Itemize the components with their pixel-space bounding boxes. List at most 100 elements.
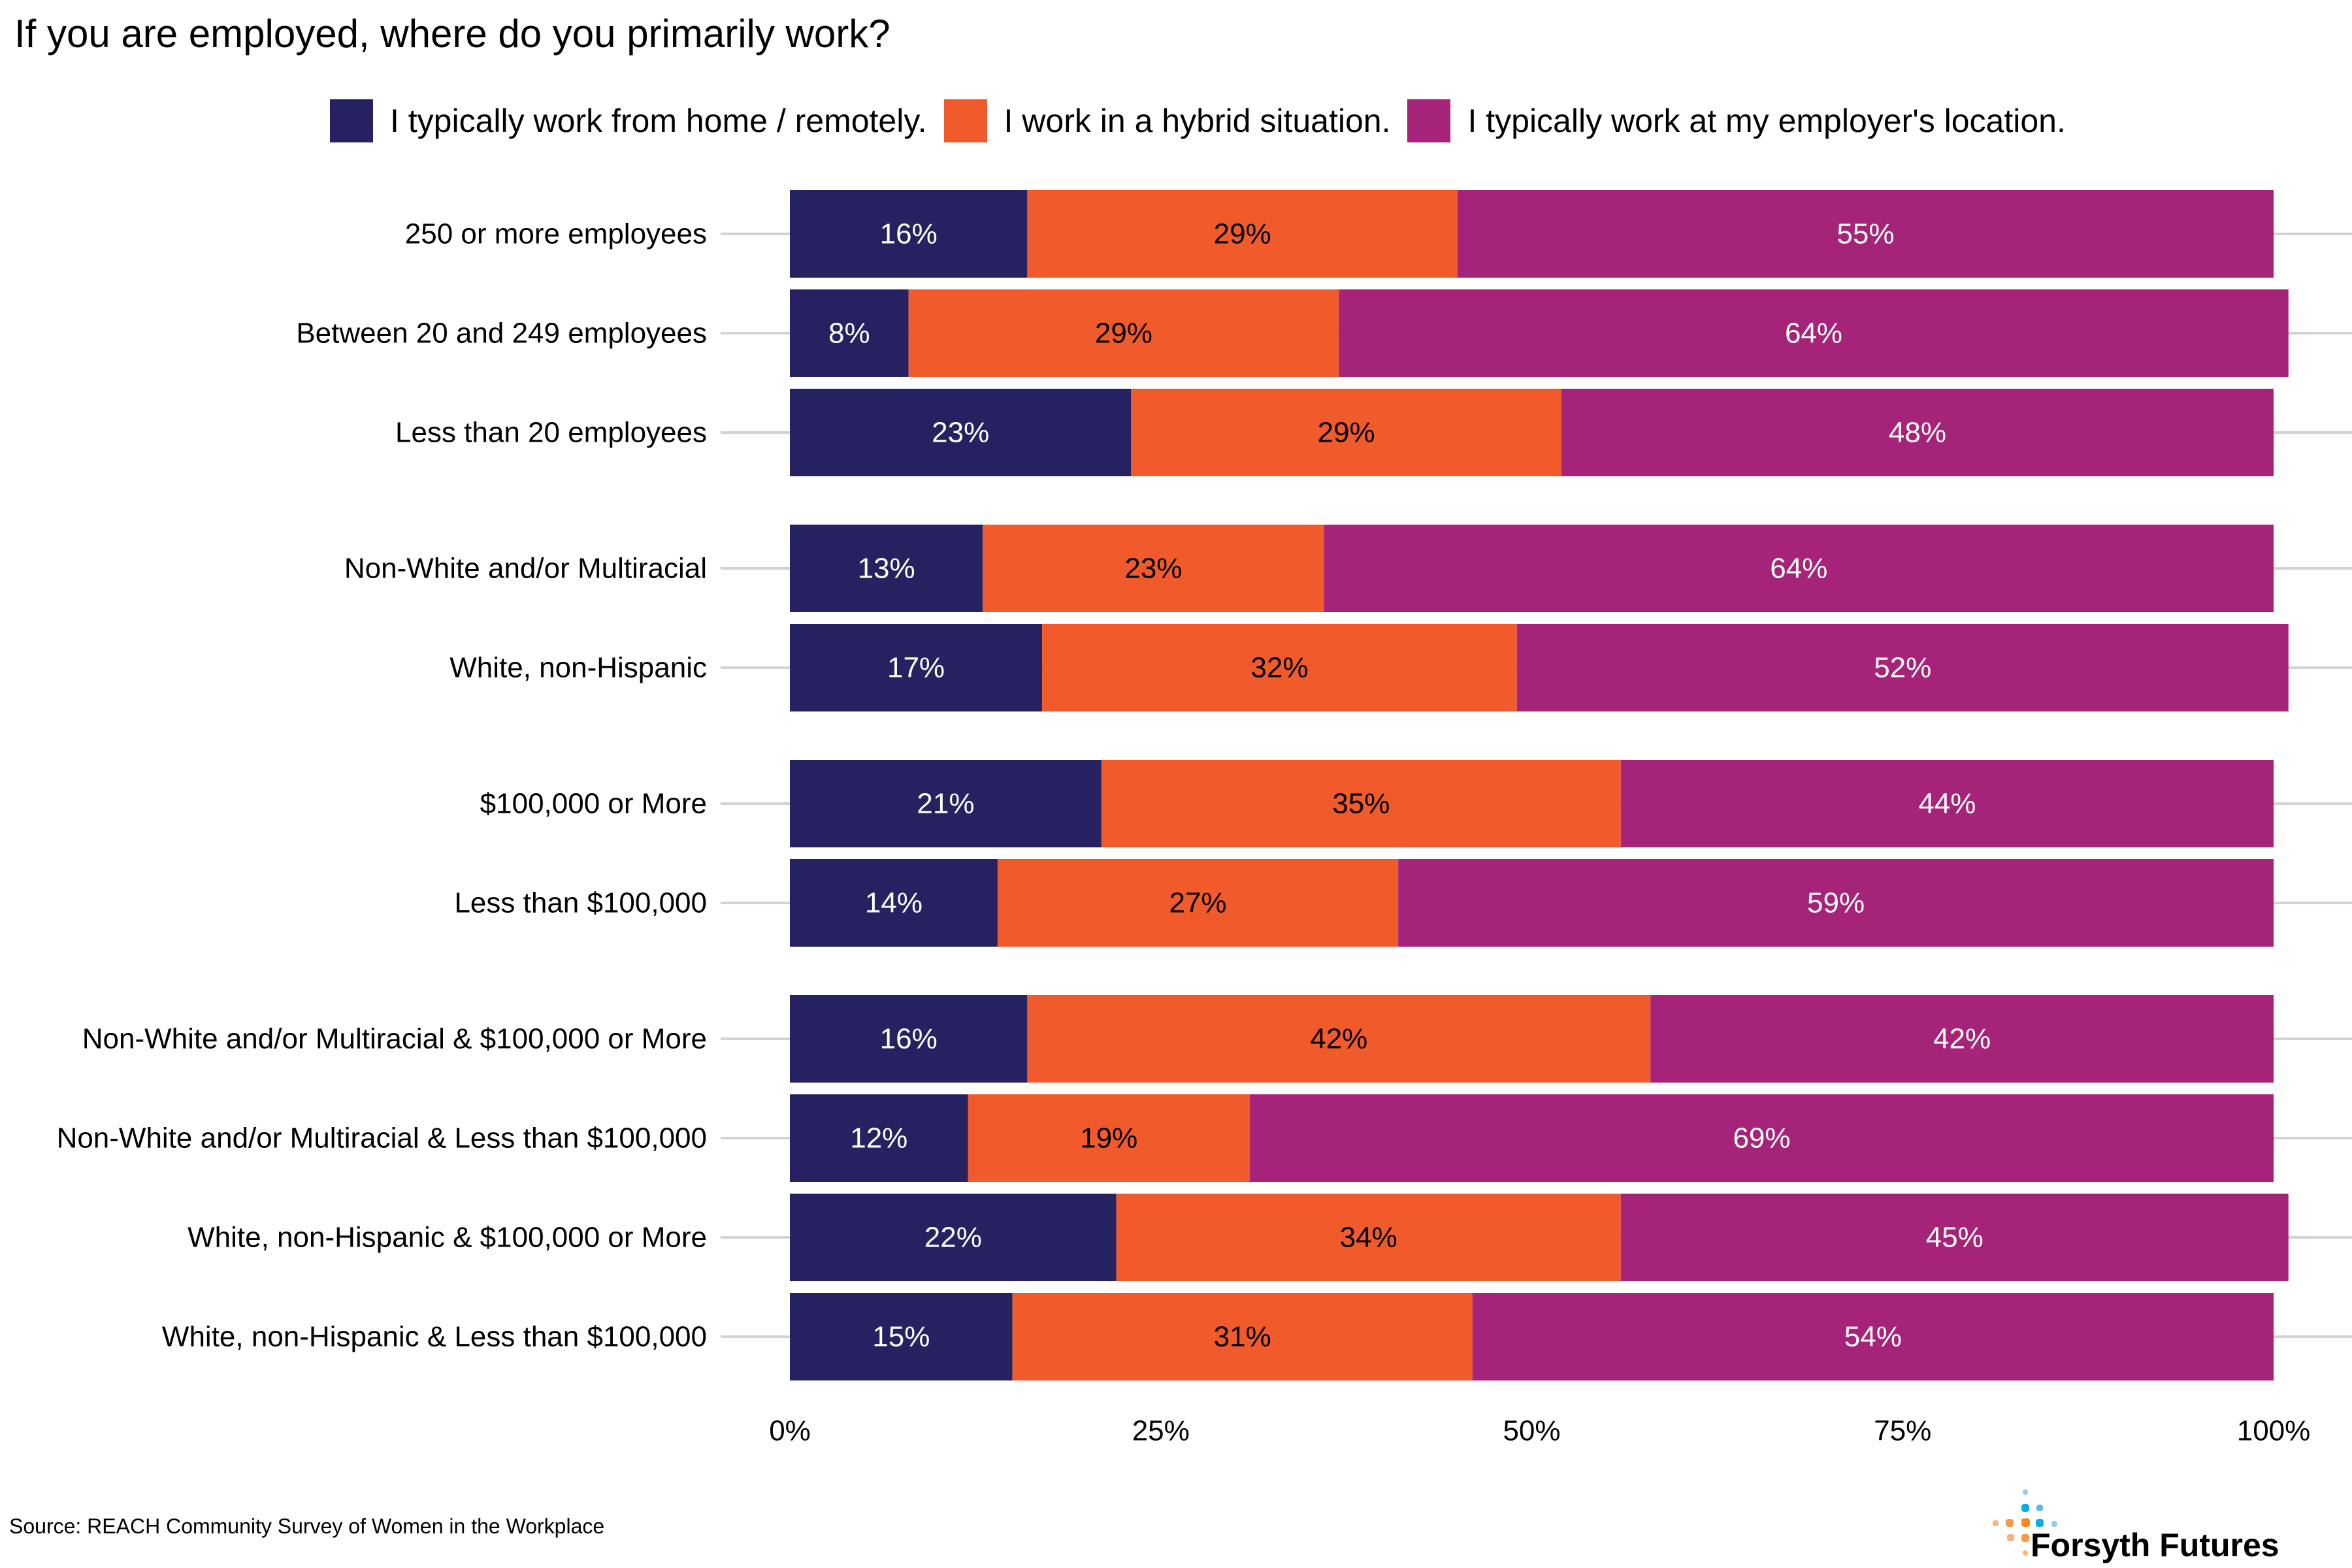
- bar-value-label: 48%: [1889, 417, 1946, 449]
- bar-segment-remote: [790, 389, 1132, 476]
- bar-value-label: 19%: [1080, 1122, 1137, 1154]
- bar-segment-remote: [790, 190, 1028, 278]
- bar-value-label: 29%: [1318, 417, 1375, 449]
- bar-value-label: 59%: [1807, 887, 1865, 919]
- logo-dot: [2021, 1504, 2029, 1512]
- bar-segment-hybrid: [1101, 760, 1621, 847]
- bar-segment-hybrid: [908, 289, 1339, 377]
- category-label: Less than $100,000: [454, 887, 707, 919]
- category-labels: 250 or more employees Between 20 and 249 …: [57, 218, 707, 1353]
- bar-segment-remote: [790, 1094, 968, 1182]
- logo-dot: [2006, 1519, 2014, 1527]
- logo-dot: [2021, 1534, 2029, 1542]
- legend-swatch-hybrid: [943, 99, 987, 142]
- legend-label-onsite: I typically work at my employer's locati…: [1467, 103, 2066, 139]
- bar-segment-hybrid: [997, 859, 1399, 947]
- x-tick-label: 0%: [769, 1415, 811, 1447]
- chart-title: If you are employed, where do you primar…: [14, 12, 890, 56]
- x-tick-label: 50%: [1503, 1415, 1560, 1447]
- logo-dot: [2023, 1490, 2028, 1495]
- bar-value-label: 31%: [1214, 1321, 1271, 1353]
- bar-segment-onsite: [1398, 859, 2274, 947]
- bar-value-label: 52%: [1874, 652, 1931, 684]
- bar-segment-hybrid: [1027, 995, 1651, 1083]
- bar-value-label: 42%: [1933, 1023, 1991, 1055]
- bar-value-label: 14%: [865, 887, 923, 919]
- bar-value-label: 34%: [1340, 1222, 1397, 1254]
- category-label: Non-White and/or Multiracial & $100,000 …: [82, 1023, 707, 1055]
- bar-segment-onsite: [1339, 289, 2289, 377]
- category-label: Non-White and/or Multiracial & Less than…: [57, 1122, 707, 1154]
- legend-item-remote: I typically work from home / remotely.: [330, 99, 927, 142]
- bar-value-label: 45%: [1926, 1222, 1984, 1254]
- legend-swatch-onsite: [1407, 99, 1451, 142]
- bar-segment-remote: [790, 624, 1043, 711]
- bar-segment-onsite: [1324, 525, 2274, 612]
- bar-value-label: 29%: [1214, 218, 1271, 250]
- bar-value-label: 15%: [872, 1321, 930, 1353]
- bar-segment-hybrid: [1012, 1293, 1473, 1380]
- bar-value-label: 55%: [1837, 218, 1894, 250]
- legend-label-hybrid: I work in a hybrid situation.: [1004, 103, 1391, 139]
- category-label: 250 or more employees: [405, 218, 707, 250]
- bar-segment-onsite: [1561, 389, 2274, 476]
- bar-segment-remote: [790, 995, 1028, 1083]
- bar-segment-hybrid: [1027, 190, 1458, 278]
- bar-segment-onsite: [1457, 190, 2274, 278]
- bar-value-label: 22%: [924, 1222, 982, 1254]
- logo-dot: [2051, 1521, 2057, 1527]
- bar-value-label: 8%: [828, 318, 870, 350]
- bar-segment-remote: [790, 1194, 1117, 1281]
- bar-value-label: 44%: [1918, 788, 1976, 820]
- bar-segment-hybrid: [983, 525, 1324, 612]
- bar-segment-onsite: [1620, 760, 2274, 847]
- bar-segment-onsite: [1620, 1194, 2289, 1281]
- x-tick-label: 25%: [1132, 1415, 1190, 1447]
- bar-segment-onsite: [1650, 995, 2274, 1083]
- legend-item-hybrid: I work in a hybrid situation.: [943, 99, 1391, 142]
- category-label: Less than 20 employees: [395, 417, 707, 449]
- category-label: Non-White and/or Multiracial: [344, 553, 707, 585]
- logo-dot: [2021, 1518, 2030, 1527]
- bar-segment-remote: [790, 525, 983, 612]
- bar-value-label: 69%: [1733, 1122, 1790, 1154]
- x-tick-label: 100%: [2237, 1415, 2311, 1447]
- bar-segment-remote: [790, 760, 1102, 847]
- logo-dot: [1993, 1520, 1999, 1526]
- logo-dot: [2036, 1519, 2044, 1527]
- bar-value-label: 42%: [1310, 1023, 1367, 1055]
- bar-value-label: 29%: [1095, 318, 1152, 350]
- x-axis-ticks: 0% 25% 50% 75% 100%: [769, 1415, 2310, 1447]
- bar-segment-remote: [790, 289, 909, 377]
- bar-segment-hybrid: [1131, 389, 1561, 476]
- bar-segment-onsite: [1250, 1094, 2274, 1182]
- x-tick-label: 75%: [1874, 1415, 1931, 1447]
- bar-value-label: 17%: [887, 652, 945, 684]
- logo-dot: [2036, 1505, 2043, 1511]
- bar-value-label: 23%: [1124, 553, 1182, 585]
- legend-label-remote: I typically work from home / remotely.: [390, 103, 927, 139]
- bar-value-label: 21%: [917, 788, 974, 820]
- bar-value-label: 64%: [1770, 553, 1827, 585]
- bar-value-label: 13%: [858, 553, 915, 585]
- category-label: Between 20 and 249 employees: [296, 318, 707, 350]
- logo-text: Forsyth Futures: [2031, 1527, 2279, 1563]
- logo-dot: [2023, 1550, 2028, 1556]
- bar-value-label: 35%: [1332, 788, 1390, 820]
- category-label: White, non-Hispanic & $100,000 or More: [188, 1222, 707, 1254]
- bar-segment-hybrid: [968, 1094, 1250, 1182]
- bar-value-label: 23%: [932, 417, 989, 449]
- bar-segment-remote: [790, 859, 998, 947]
- legend: I typically work from home / remotely. I…: [330, 98, 2083, 144]
- bar-value-label: 32%: [1250, 652, 1308, 684]
- category-label: White, non-Hispanic & Less than $100,000: [162, 1321, 707, 1353]
- bar-value-label: 16%: [880, 1023, 938, 1055]
- category-label: White, non-Hispanic: [449, 652, 707, 684]
- bar-value-label: 12%: [850, 1122, 907, 1154]
- bars: 16% 29% 55% 8% 29% 64% 23% 29% 48% 13% 23% 64% 17% 32…: [790, 190, 2289, 1380]
- legend-item-onsite: I typically work at my employer's locati…: [1407, 99, 2066, 142]
- legend-swatch-remote: [330, 99, 373, 142]
- bar-segment-onsite: [1516, 624, 2289, 711]
- bar-segment-remote: [790, 1293, 1013, 1380]
